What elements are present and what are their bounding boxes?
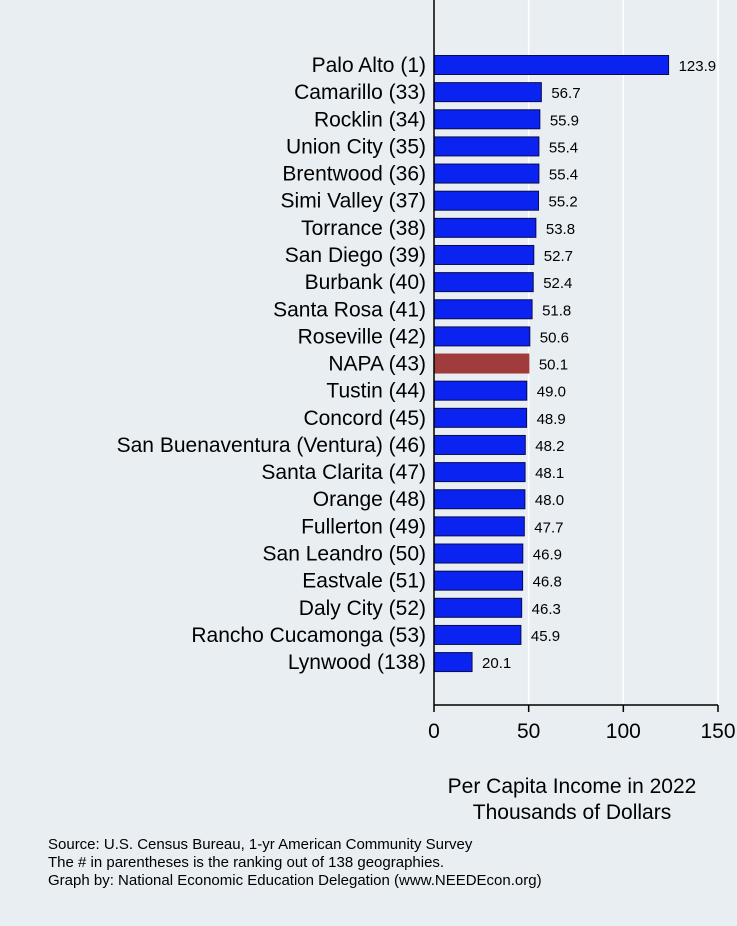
category-label-3: Union City (35) <box>286 135 426 158</box>
bar-4 <box>433 163 540 184</box>
bar-10 <box>433 326 531 347</box>
bar-12 <box>433 380 528 401</box>
value-label-20: 46.3 <box>532 601 561 618</box>
chart-frame: Palo Alto (1) 123.9 Camarillo (33) 56.7 Rock… <box>8 0 737 926</box>
value-label-19: 46.8 <box>533 574 562 591</box>
source-notes: Source: U.S. Census Bureau, 1-yr America… <box>48 836 728 890</box>
value-label-3: 55.4 <box>549 139 578 156</box>
category-label-15: Santa Clarita (47) <box>261 461 426 484</box>
category-label-4: Brentwood (36) <box>282 163 426 186</box>
source-note: Source: U.S. Census Bureau, 1-yr America… <box>48 836 473 853</box>
bar-17 <box>433 516 525 537</box>
value-label-1: 56.7 <box>551 85 580 102</box>
value-label-10: 50.6 <box>540 329 569 346</box>
bar-6 <box>433 217 537 238</box>
value-label-4: 55.4 <box>549 167 578 184</box>
value-label-7: 52.7 <box>544 248 573 265</box>
category-label-20: Daly City (52) <box>299 597 426 620</box>
x-axis-title-line-1: Thousands of Dollars <box>473 801 671 824</box>
credit-note: Graph by: National Economic Education De… <box>48 872 542 889</box>
bar-13 <box>433 407 528 428</box>
x-axis-title: Per Capita Income in 2022 Thousands of Do… <box>448 775 697 824</box>
value-label-16: 48.0 <box>535 492 564 509</box>
bar-14 <box>433 434 526 455</box>
x-tick-label-100: 100 <box>606 720 641 743</box>
value-label-0: 123.9 <box>679 58 717 75</box>
category-label-0: Palo Alto (1) <box>312 54 426 77</box>
bar-21 <box>433 624 522 645</box>
value-label-14: 48.2 <box>535 438 564 455</box>
category-label-19: Eastvale (51) <box>302 570 426 593</box>
x-tick-label-50: 50 <box>517 720 540 743</box>
value-label-11: 50.1 <box>539 357 568 374</box>
value-label-22: 20.1 <box>482 655 511 672</box>
value-label-8: 52.4 <box>543 275 572 292</box>
ranking-note: The # in parentheses is the ranking out … <box>48 854 445 871</box>
category-label-13: Concord (45) <box>303 407 426 430</box>
category-label-22: Lynwood (138) <box>288 651 426 674</box>
category-label-1: Camarillo (33) <box>294 81 426 104</box>
bar-18 <box>433 543 524 564</box>
bar-22 <box>433 652 473 673</box>
x-axis: 0 50 100 150 <box>428 0 736 743</box>
category-label-18: San Leandro (50) <box>263 543 426 566</box>
category-label-11: NAPA (43) <box>328 353 426 376</box>
category-label-10: Roseville (42) <box>298 325 426 348</box>
value-label-18: 46.9 <box>533 547 562 564</box>
value-label-21: 45.9 <box>531 628 560 645</box>
bar-5 <box>433 190 540 211</box>
value-label-2: 55.9 <box>550 112 579 129</box>
category-label-17: Fullerton (49) <box>301 515 426 538</box>
category-label-8: Burbank (40) <box>305 271 426 294</box>
x-tick-label-150: 150 <box>700 720 735 743</box>
bar-0 <box>433 55 670 75</box>
bars: Palo Alto (1) 123.9 Camarillo (33) 56.7 Rock… <box>117 54 717 674</box>
category-label-5: Simi Valley (37) <box>281 190 426 213</box>
x-tick-label-0: 0 <box>428 720 440 743</box>
category-label-21: Rancho Cucamonga (53) <box>191 624 426 647</box>
category-label-6: Torrance (38) <box>301 217 426 240</box>
category-label-2: Rocklin (34) <box>314 108 426 131</box>
x-axis-title-line-0: Per Capita Income in 2022 <box>448 775 697 798</box>
bar-7 <box>433 244 535 265</box>
value-label-13: 48.9 <box>537 411 566 428</box>
bar-15 <box>433 462 526 483</box>
bar-2 <box>433 109 541 130</box>
bar-3 <box>433 136 540 157</box>
category-label-16: Orange (48) <box>313 488 426 511</box>
category-label-7: San Diego (39) <box>285 244 426 267</box>
bar-11 <box>433 353 530 374</box>
bar-20 <box>433 597 523 618</box>
bar-16 <box>433 489 526 510</box>
value-label-15: 48.1 <box>535 465 564 482</box>
value-label-9: 51.8 <box>542 302 571 319</box>
bar-chart: Palo Alto (1) 123.9 Camarillo (33) 56.7 Rock… <box>117 0 736 824</box>
category-label-12: Tustin (44) <box>326 380 426 403</box>
bar-9 <box>433 299 533 320</box>
value-label-5: 55.2 <box>549 194 578 211</box>
bar-1 <box>433 82 542 103</box>
bar-8 <box>433 272 534 293</box>
value-label-17: 47.7 <box>534 519 563 536</box>
value-label-6: 53.8 <box>546 221 575 238</box>
bar-19 <box>433 570 524 591</box>
value-label-12: 49.0 <box>537 384 566 401</box>
category-label-14: San Buenaventura (Ventura) (46) <box>117 434 426 457</box>
category-label-9: Santa Rosa (41) <box>273 298 426 321</box>
gridlines <box>527 0 719 705</box>
